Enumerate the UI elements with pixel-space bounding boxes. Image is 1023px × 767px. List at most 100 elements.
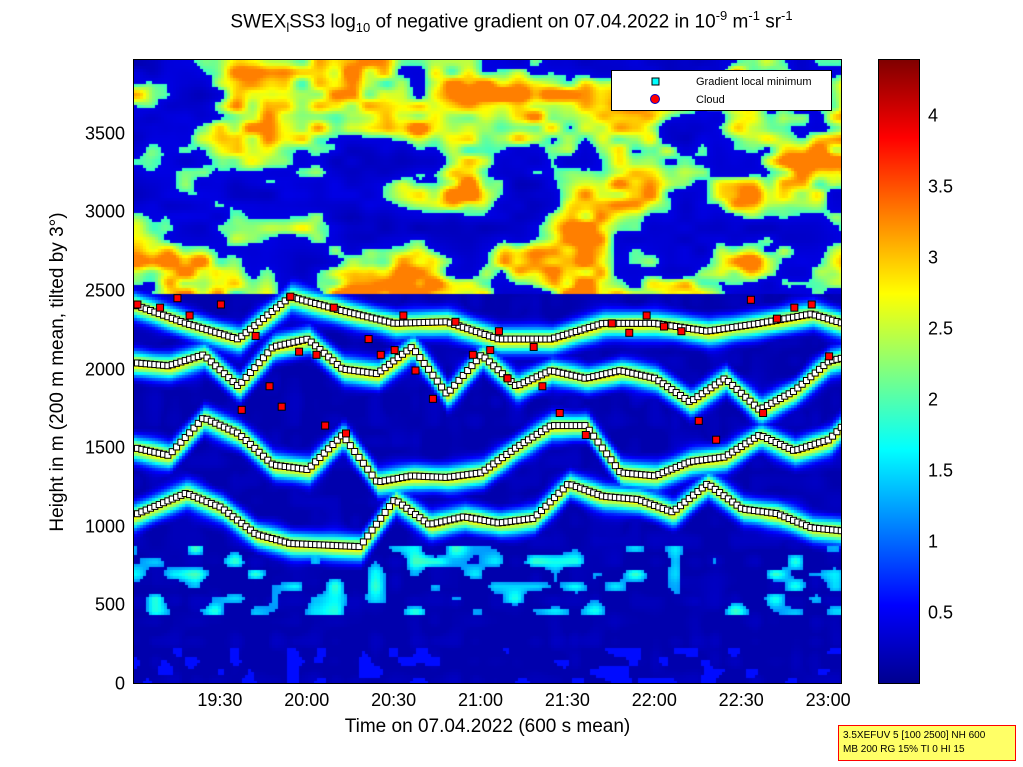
cloud-marker	[746, 295, 755, 304]
gradient-minimum-marker	[320, 449, 328, 457]
legend-label: Cloud	[696, 94, 725, 106]
plot-area[interactable]	[133, 59, 842, 684]
gradient-minimum-marker	[733, 385, 741, 393]
gradient-minimum-marker	[724, 378, 732, 386]
cloud-marker	[712, 435, 721, 444]
cloud-marker	[538, 382, 547, 391]
gradient-minimum-marker	[316, 453, 324, 461]
gradient-minimum-marker	[242, 329, 250, 337]
gradient-minimum-marker	[342, 436, 350, 444]
gradient-minimum-marker	[677, 502, 685, 510]
gradient-minimum-marker	[459, 371, 467, 379]
gradient-minimum-marker	[259, 315, 267, 323]
gradient-minimum-marker	[603, 450, 611, 458]
cloud-marker	[134, 300, 142, 309]
cloud-marker	[342, 429, 351, 438]
gradient-minimum-marker	[598, 444, 606, 452]
gradient-minimum-marker	[268, 307, 276, 315]
cloud-marker	[265, 382, 274, 391]
gradient-minimum-marker	[312, 458, 320, 466]
gradient-minimum-marker	[433, 377, 441, 385]
gradient-minimum-marker	[251, 322, 259, 330]
gradient-minimum-marker	[238, 332, 246, 340]
y-tick-label: 1500	[84, 437, 125, 458]
cloud-marker	[625, 328, 634, 337]
gradient-minimum-marker	[242, 437, 250, 445]
gradient-minimum-marker	[355, 543, 363, 551]
gradient-minimum-marker	[559, 485, 567, 493]
gradient-minimum-marker	[238, 378, 246, 386]
cloud-marker	[503, 374, 512, 383]
gradient-minimum-marker	[672, 505, 680, 513]
cloud-marker	[642, 311, 651, 320]
cloud-marker	[286, 292, 295, 301]
legend-label: Gradient local minimum	[696, 76, 812, 88]
gradient-minimum-marker	[255, 359, 263, 367]
marker-layer	[134, 292, 841, 551]
cloud-marker	[581, 431, 590, 439]
cloud-marker	[451, 317, 460, 326]
colorbar-tick-label: 3	[928, 247, 939, 268]
cloud-marker	[494, 327, 503, 336]
gradient-minimum-marker	[281, 297, 289, 305]
gradient-minimum-marker	[238, 433, 246, 441]
cloud-marker	[364, 335, 373, 344]
gradient-minimum-marker	[820, 362, 828, 370]
cloud-marker	[321, 421, 330, 430]
gradient-minimum-marker	[794, 384, 802, 392]
gradient-minimum-marker	[746, 397, 754, 405]
gradient-minimum-marker	[407, 344, 415, 352]
gradient-minimum-marker	[803, 377, 811, 385]
gradient-minimum-marker	[246, 440, 254, 448]
gradient-minimum-marker	[255, 448, 263, 456]
gradient-minimum-marker	[481, 354, 489, 362]
gradient-minimum-marker	[333, 360, 341, 368]
gradient-minimum-marker	[824, 436, 832, 444]
gradient-minimum-marker	[807, 373, 815, 381]
gradient-minimum-marker	[173, 443, 181, 451]
y-tick-label: 0	[114, 673, 125, 694]
gradient-minimum-marker	[590, 432, 598, 440]
cloud-marker	[411, 366, 420, 375]
gradient-minimum-marker	[242, 373, 250, 381]
gradient-minimum-marker	[611, 462, 619, 470]
chart-title: SWEXlSS3 log10 of negative gradient on 0…	[230, 8, 793, 36]
colorbar-tick-label: 3.5	[928, 176, 954, 197]
gradient-minimum-marker	[381, 508, 389, 516]
gradient-minimum-marker	[551, 494, 559, 502]
cloud-marker	[173, 294, 182, 303]
gradient-minimum-marker	[464, 367, 472, 375]
gradient-minimum-marker	[264, 311, 272, 319]
gradient-minimum-marker	[533, 511, 541, 519]
gradient-minimum-marker	[368, 526, 376, 534]
gradient-minimum-marker	[607, 456, 615, 464]
gradient-minimum-marker	[168, 448, 176, 456]
cloud-marker	[216, 300, 225, 309]
gradient-minimum-marker	[446, 386, 454, 394]
gradient-minimum-marker	[164, 451, 172, 459]
cloud-marker	[694, 416, 703, 425]
gradient-minimum-marker	[216, 366, 224, 374]
gradient-minimum-marker	[272, 304, 280, 312]
gradient-minimum-marker	[190, 424, 198, 432]
cloud-marker	[660, 322, 669, 331]
gradient-minimum-marker	[685, 495, 693, 503]
y-tick-label: 2000	[84, 359, 125, 380]
cloud-marker	[772, 314, 781, 323]
gradient-minimum-marker	[364, 465, 372, 473]
legend-entry-cloud: Cloud	[612, 92, 831, 110]
gradient-minimum-marker	[186, 429, 194, 437]
cloud-marker	[607, 319, 616, 328]
gradient-minimum-marker	[333, 436, 341, 444]
gradient-minimum-marker	[742, 393, 750, 401]
gradient-minimum-marker	[203, 354, 211, 362]
gradient-minimum-marker	[251, 444, 259, 452]
cloud-marker	[156, 303, 165, 312]
gradient-minimum-marker	[351, 448, 359, 456]
colorbar-tick-label: 0.5	[928, 602, 954, 623]
cloud-marker	[468, 350, 477, 359]
x-tick-label: 19:30	[197, 690, 243, 710]
legend-entry-gradient: Gradient local minimum	[612, 74, 831, 92]
colorbar-tick-label: 1.5	[928, 460, 954, 481]
gradient-minimum-marker	[420, 359, 428, 367]
